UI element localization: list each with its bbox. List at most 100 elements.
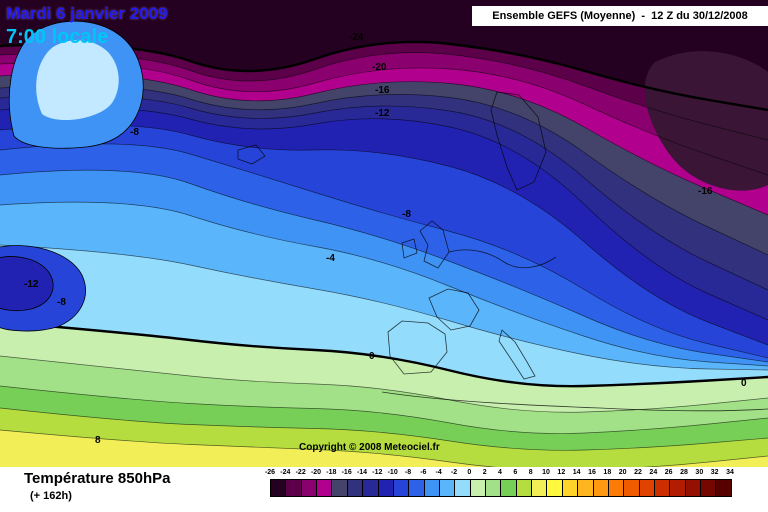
- contour-label: -8: [130, 127, 139, 138]
- colorbar-tick: 16: [588, 469, 596, 476]
- colorbar-tick: 8: [528, 469, 533, 476]
- colorbar-cell: [317, 480, 333, 496]
- colorbar-cell: [701, 480, 717, 496]
- coastline-6: [381, 391, 768, 412]
- coastline-8: [448, 249, 557, 269]
- colorbar-tick: 6: [513, 469, 518, 476]
- isotherm--18: [0, 73, 768, 216]
- colorbar-tick: 28: [680, 469, 688, 476]
- contour-label: 0: [741, 378, 747, 389]
- colorbar-tick: -10: [387, 469, 398, 476]
- colorbar-cell: [685, 480, 702, 496]
- map-date: Mardi 6 janvier 2009: [6, 4, 168, 23]
- colorbar-cell: [347, 480, 364, 496]
- contour-label: -12: [24, 279, 39, 290]
- colorbar-tick: -8: [404, 469, 412, 476]
- colorbar-tick: 24: [649, 469, 658, 476]
- isotherm--8: [0, 143, 768, 359]
- coastline-3: [401, 238, 418, 259]
- colorbar-cell: [486, 480, 502, 496]
- colorbar-tick: 30: [695, 469, 704, 476]
- colorbar-cell: [301, 480, 318, 496]
- colorbar-tick: -4: [435, 469, 442, 476]
- colorbar-cell: [562, 480, 579, 496]
- isotherm--20: [0, 62, 768, 176]
- colorbar-cell: [670, 480, 686, 496]
- coastline-2: [419, 220, 450, 269]
- isotherm-8: [0, 429, 768, 467]
- colorbar-tick: 34: [726, 469, 734, 476]
- colorbar-tick: 10: [542, 469, 550, 476]
- colorbar-tick: 4: [498, 469, 502, 476]
- colorbar-cell: [501, 480, 517, 496]
- isotherm-0: [0, 320, 768, 388]
- colorbar-tick: -20: [310, 469, 322, 476]
- colorbar-cell: [593, 480, 609, 496]
- colorbar-tick: -22: [295, 469, 306, 476]
- colorbar-scale: [270, 479, 732, 497]
- colorbar-tick: 26: [664, 469, 673, 476]
- colorbar-tick: 0: [467, 469, 472, 476]
- colorbar-cell: [332, 480, 348, 496]
- isotherm--2: [0, 244, 768, 371]
- contour-label: 0: [369, 351, 375, 362]
- right-cold-core: [644, 51, 768, 191]
- greenland-icecap: [36, 40, 119, 121]
- coastline-4: [490, 91, 547, 191]
- contour-label: -4: [326, 253, 335, 264]
- contour-label: 8: [95, 435, 101, 446]
- coastline-0: [387, 320, 448, 375]
- isotherm--14: [0, 95, 768, 291]
- colorbar-cell: [608, 480, 625, 496]
- isotherm--10: [0, 124, 768, 346]
- isotherm--12: [0, 107, 768, 321]
- colorbar-cell: [393, 480, 410, 496]
- colorbar-cell: [455, 480, 471, 496]
- contour-label: -16: [375, 85, 390, 96]
- colorbar-tick: -18: [326, 469, 337, 476]
- colorbar-tick: -12: [372, 469, 383, 476]
- colorbar-tick: 2: [482, 469, 487, 476]
- isotherm--16: [0, 85, 768, 256]
- colorbar-cell: [271, 480, 287, 496]
- colorbar-tick: -2: [450, 469, 458, 476]
- colorbar-tick: -24: [280, 469, 291, 476]
- temperature-map: -24 -20 -16 -12 -8 -16 -8 -4 -12 -8 0 0 8: [0, 0, 768, 467]
- isotherm-6: [0, 407, 768, 451]
- contour-label: -12: [375, 108, 390, 119]
- colorbar-tick: -16: [341, 469, 352, 476]
- colorbar-tick: 18: [603, 469, 612, 476]
- forecast-hour: (+ 162h): [30, 490, 72, 502]
- map-time: 7:00 locale: [6, 26, 109, 48]
- colorbar-tick: 22: [634, 469, 642, 476]
- colorbar-cell: [516, 480, 533, 496]
- colorbar-tick: 12: [557, 469, 566, 476]
- isotherm--24: [0, 40, 768, 112]
- colorbar-cell: [716, 480, 731, 496]
- colorbar-cell: [424, 480, 440, 496]
- isotherm--22: [0, 52, 768, 141]
- colorbar-cell: [439, 480, 456, 496]
- isotherm--6: [0, 169, 768, 363]
- colorbar-cell: [286, 480, 302, 496]
- isotherm-2: [0, 355, 768, 413]
- colorbar-cell: [654, 480, 671, 496]
- contour-label: -24: [349, 32, 364, 43]
- colorbar-cell: [532, 480, 548, 496]
- model-info-text: Ensemble GEFS (Moyenne) - 12 Z du 30/12/…: [492, 10, 748, 22]
- colorbar-cell: [470, 480, 487, 496]
- colorbar-labels: -26 -24 -22 -20 -18 -16 -14 -12 -10 -8 -6 -4 -2 0 2 4 6 8…: [265, 469, 734, 477]
- colorbar-cell: [409, 480, 425, 496]
- parameter-title: Température 850hPa: [24, 470, 171, 487]
- colorbar-tick: 14: [572, 469, 581, 476]
- coastline-1: [428, 288, 480, 331]
- colorbar-tick: 20: [618, 469, 627, 476]
- atlantic-cold-pocket-core: [0, 256, 54, 312]
- colorbar-cell: [578, 480, 594, 496]
- colorbar-tick: 32: [710, 469, 719, 476]
- copyright-text: Copyright © 2008 Meteociel.fr: [299, 442, 440, 453]
- colorbar-tick: -26: [264, 469, 276, 476]
- contour-label: -20: [372, 62, 387, 73]
- isotherm--4: [0, 201, 768, 367]
